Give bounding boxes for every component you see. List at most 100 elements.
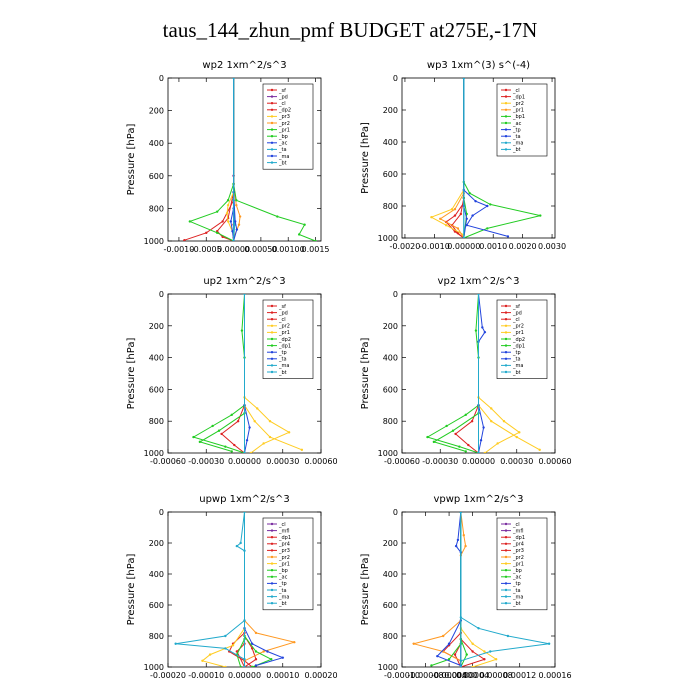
- x-tick-label: -0.0020: [389, 242, 420, 251]
- legend-marker: [504, 115, 508, 118]
- x-tick-label: 0.00000: [228, 457, 261, 466]
- series-cl-point: [221, 220, 224, 223]
- y-axis-label: Pressure [hPa]: [360, 338, 371, 410]
- y-tick-label: 0: [393, 508, 398, 517]
- y-tick-label: 800: [149, 417, 164, 426]
- series-pr2-point: [430, 216, 433, 219]
- series-pr1-point: [439, 217, 442, 220]
- x-tick-label: 0.00000: [228, 671, 261, 680]
- series-pr4-point: [471, 650, 474, 653]
- legend-marker: [504, 128, 508, 131]
- y-tick-label: 0: [159, 74, 164, 83]
- series-bp1-point: [486, 227, 489, 230]
- legend-label: _bt: [512, 601, 521, 607]
- x-tick-label: 0.00100: [272, 245, 305, 254]
- x-tick-label: 0.00020: [304, 671, 337, 680]
- series-bt-point: [477, 294, 480, 296]
- series-pr1-point: [268, 435, 272, 439]
- series-bp-point: [250, 665, 254, 667]
- plot-frame: [401, 511, 556, 668]
- series-cl-point: [205, 231, 208, 235]
- series-ta-line: [175, 512, 245, 660]
- series-pr1-point: [471, 642, 474, 645]
- legend-marker: [504, 135, 508, 138]
- legend-label: _bp: [278, 134, 288, 140]
- series-pr2-point: [483, 451, 487, 453]
- series-tp-point: [454, 544, 458, 548]
- series-pr1-point: [538, 448, 541, 452]
- legend-marker: [270, 121, 274, 125]
- series-pr2-point: [293, 641, 296, 644]
- legend-label: _pr2: [278, 324, 290, 330]
- legend-marker: [270, 95, 274, 98]
- legend-label: _tp: [278, 350, 287, 356]
- legend-marker: [270, 88, 274, 92]
- y-tick-label: 0: [159, 290, 164, 299]
- series-dp2-point: [192, 435, 195, 439]
- series-pr1-point: [314, 239, 317, 241]
- legend-marker: [270, 549, 274, 552]
- series-ac-point: [239, 665, 242, 667]
- series-cl-point: [467, 443, 470, 447]
- series-tp-point: [456, 538, 460, 542]
- legend-marker: [504, 595, 508, 598]
- series-pr2-point: [496, 442, 499, 445]
- legend-label: _cl: [512, 522, 520, 528]
- x-tick-label: -0.00020: [150, 671, 186, 680]
- series-pr1-point: [300, 448, 304, 452]
- series-dp2-point: [230, 413, 233, 417]
- series-dp2-point: [445, 424, 448, 428]
- y-axis-label: Pressure [hPa]: [360, 554, 371, 626]
- series-bp1-point: [468, 192, 471, 195]
- legend-label: _pr2: [278, 121, 290, 127]
- series-cl-point: [454, 432, 457, 436]
- x-tick-label: 0.00030: [500, 457, 533, 466]
- legend-label: _ma: [512, 363, 523, 369]
- series-dp1-point: [453, 230, 457, 233]
- series-pr2-point: [450, 208, 454, 211]
- y-tick-label: 600: [149, 601, 164, 610]
- legend-label: _pr2: [512, 555, 524, 561]
- series-group: [430, 78, 542, 238]
- series-dp1-point: [230, 450, 233, 453]
- series-ta-point: [506, 634, 510, 638]
- legend-label: _dp1: [512, 94, 525, 100]
- y-tick-label: 200: [383, 539, 398, 548]
- series-bt-point: [243, 665, 246, 667]
- legend-marker: [504, 569, 508, 572]
- series-bt-point: [459, 512, 463, 514]
- legend-marker: [504, 529, 508, 532]
- legend-marker: [270, 575, 274, 578]
- legend-label: _pr2: [278, 555, 290, 561]
- series-ac-point: [229, 220, 233, 223]
- series-pr2-point: [238, 215, 242, 218]
- series-dp1-point: [217, 429, 221, 432]
- series-cl-point: [220, 432, 223, 436]
- series-pr2-point: [518, 431, 521, 434]
- series-group: [411, 512, 551, 667]
- legend-label: _sf: [278, 88, 286, 94]
- series-pr2-point: [462, 534, 465, 537]
- chart-panel-4: vp2 1xm^2/s^3 -0.00060 -0.00030 0.00000 0.00…: [360, 276, 572, 466]
- y-tick-label: 0: [393, 74, 398, 83]
- x-tick-label: -0.0005: [191, 245, 222, 254]
- series-pr2-point: [249, 451, 253, 453]
- legend-label: _ta: [512, 134, 521, 140]
- legend-marker: [504, 318, 508, 321]
- y-tick-label: 1000: [378, 234, 398, 243]
- legend-marker: [270, 562, 274, 565]
- x-tick-label: -0.0010: [163, 245, 194, 254]
- legend-label: _cl: [278, 522, 286, 528]
- series-dp2-point: [474, 329, 478, 332]
- legend-box: [262, 83, 314, 170]
- y-tick-label: 600: [383, 385, 398, 394]
- panel-title: wp3 1xm^(3) s^(-4): [427, 60, 530, 71]
- legend-marker: [504, 344, 508, 347]
- legend-marker: [504, 536, 508, 539]
- legend-marker: [504, 522, 508, 526]
- legend-marker: [270, 370, 274, 374]
- legend-marker: [504, 562, 508, 565]
- legend-marker: [504, 364, 508, 367]
- y-tick-label: 1000: [378, 663, 398, 672]
- x-tick-label: 0.00030: [266, 457, 299, 466]
